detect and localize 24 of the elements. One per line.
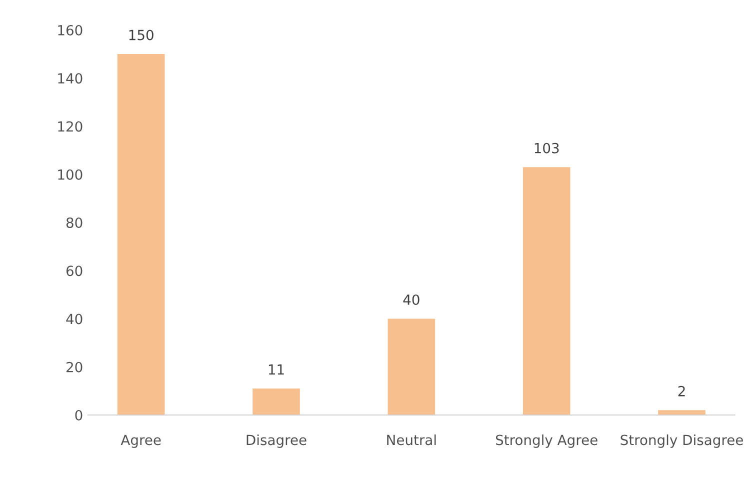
y-tick-label: 40 [66, 314, 82, 324]
y-tick-label: 0 [75, 410, 82, 420]
y-tick-label: 140 [58, 73, 82, 84]
bar [388, 318, 436, 415]
y-tick-label: 80 [66, 217, 82, 228]
y-tick-label: 120 [58, 121, 82, 132]
y-tick-label: 160 [58, 24, 82, 36]
bar [658, 410, 706, 415]
y-tick-label: 60 [66, 266, 82, 276]
bar [252, 388, 300, 415]
bar [117, 54, 165, 415]
data-label: 40 [403, 294, 420, 305]
data-label: 103 [534, 142, 559, 154]
data-label: 150 [129, 30, 154, 40]
y-tick-label: 100 [58, 169, 82, 180]
data-label: 2 [678, 386, 685, 396]
data-label: 11 [268, 364, 284, 375]
bar [522, 167, 570, 415]
x-tick-label: Neutral [387, 434, 436, 446]
x-tick-label: Agree [120, 434, 161, 448]
x-tick-label: Strongly Agree [496, 434, 598, 448]
y-tick-label: 20 [66, 362, 82, 372]
x-tick-label: Strongly Disagree [620, 434, 743, 448]
x-tick-label: Disagree [246, 434, 306, 448]
